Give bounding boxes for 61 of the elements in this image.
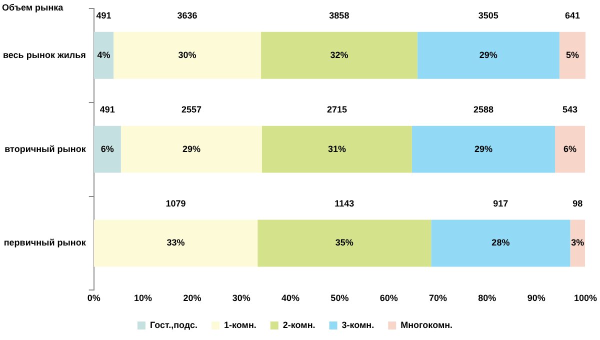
- annotation: 98: [572, 198, 583, 208]
- bar: [431, 220, 570, 267]
- x-tick-label: 70%: [429, 293, 448, 304]
- x-tick-label: 100%: [574, 293, 598, 304]
- x-tick-label: 80%: [478, 293, 496, 304]
- y-tick-label: вторичный рынок: [4, 144, 86, 154]
- bar: [94, 32, 114, 79]
- legend-label: 2-комн.: [282, 320, 316, 330]
- annotation: 2557: [181, 104, 202, 114]
- bar: [94, 220, 258, 267]
- bar: [555, 126, 585, 173]
- y-tick-label: первичный рынок: [4, 238, 86, 248]
- bar: [559, 32, 586, 79]
- legend-label: Гост.,подс.: [150, 320, 198, 330]
- annotation: 641: [564, 10, 580, 20]
- data-label: 4%: [97, 50, 110, 60]
- annotation: 3505: [478, 10, 498, 20]
- data-label: 33%: [166, 238, 185, 248]
- bar: [417, 32, 560, 79]
- data-label: 28%: [492, 238, 510, 248]
- bar: [412, 126, 556, 173]
- annotation: 491: [96, 10, 112, 20]
- annotation: 2715: [326, 104, 347, 114]
- data-label: 3%: [571, 238, 584, 248]
- x-tick-label: 10%: [134, 293, 152, 304]
- data-label: 29%: [479, 50, 498, 60]
- x-tick-label: 0%: [87, 293, 100, 304]
- annotation: 3636: [177, 10, 198, 20]
- data-label: 32%: [330, 50, 348, 60]
- annotation: 3858: [329, 10, 350, 20]
- data-label: 6%: [563, 144, 577, 154]
- bar: [261, 32, 418, 79]
- legend-label: 3-комн.: [342, 320, 374, 330]
- data-label: 5%: [566, 50, 579, 60]
- legend-label: 1-комн.: [224, 320, 256, 330]
- annotation: 917: [493, 198, 508, 208]
- data-label: 6%: [100, 144, 114, 154]
- legend-label: Многокомн.: [400, 320, 453, 330]
- bar: [258, 220, 432, 267]
- annotation: 1079: [166, 198, 186, 208]
- annotation: 491: [100, 104, 115, 114]
- x-tick-label: 50%: [330, 293, 349, 304]
- data-label: 30%: [178, 50, 196, 60]
- bar: [262, 126, 412, 173]
- bar: [114, 32, 262, 79]
- data-label: 29%: [474, 144, 492, 154]
- x-tick-label: 30%: [232, 293, 250, 304]
- x-tick-label: 40%: [282, 293, 300, 304]
- annotation: 1143: [334, 198, 354, 208]
- annotation: 543: [562, 104, 578, 114]
- x-tick-label: 20%: [183, 293, 202, 304]
- bar: [94, 126, 121, 173]
- x-tick-label: 60%: [380, 293, 398, 304]
- annotation: 2588: [473, 104, 494, 114]
- data-label: 35%: [335, 238, 354, 248]
- bar: [120, 126, 262, 173]
- text: Объем рынка: [2, 2, 64, 12]
- y-tick-label: весь рынок жилья: [2, 50, 86, 60]
- x-tick-label: 90%: [527, 293, 546, 304]
- data-label: 31%: [328, 144, 346, 154]
- data-label: 29%: [182, 144, 200, 154]
